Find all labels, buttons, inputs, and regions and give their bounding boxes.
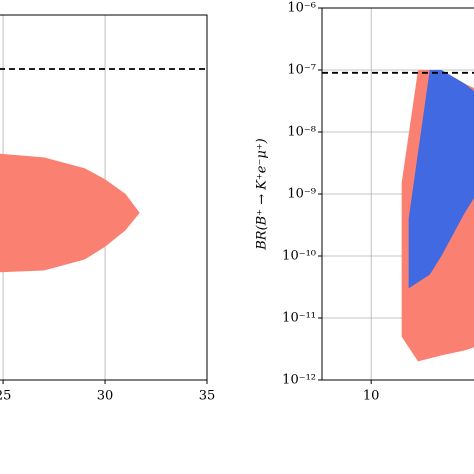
y-tick-label: 10⁻⁸: [287, 125, 316, 140]
plot-area: [0, 15, 207, 380]
y-tick-label: 10⁻⁷: [287, 63, 316, 78]
x-tick-label: 30: [97, 389, 114, 404]
x-tick-label: 25: [0, 389, 11, 404]
y-axis-label: BR(B⁺ → K⁺e⁻μ⁺): [255, 138, 270, 251]
y-tick-label: 10⁻¹⁰: [282, 249, 316, 264]
band: [408, 70, 474, 289]
y-tick-label: 10⁻⁹: [287, 187, 316, 202]
x-tick-label: 35: [199, 389, 216, 404]
plot-area: [322, 8, 474, 380]
y-tick-label: 10⁻¹²: [282, 373, 316, 388]
band: [0, 153, 140, 273]
y-tick-label: 10⁻⁶: [287, 1, 316, 16]
y-tick-label: 10⁻¹¹: [282, 311, 316, 326]
plot-frame: [0, 14, 208, 381]
x-tick-label: 10: [363, 389, 380, 404]
